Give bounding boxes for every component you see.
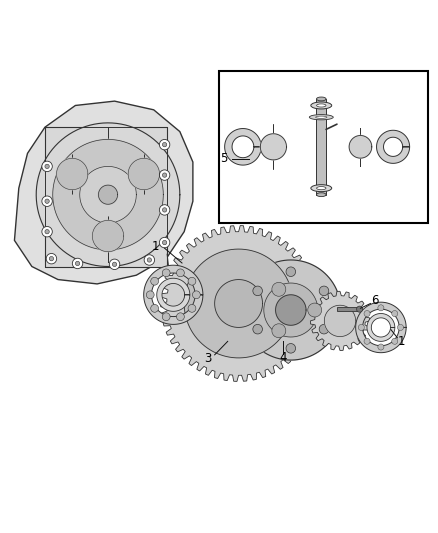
Circle shape <box>42 161 52 172</box>
Circle shape <box>357 306 363 312</box>
Circle shape <box>358 325 364 330</box>
Ellipse shape <box>317 193 326 197</box>
Circle shape <box>147 258 152 262</box>
Circle shape <box>159 205 170 215</box>
Circle shape <box>188 304 196 312</box>
Polygon shape <box>144 265 203 325</box>
Polygon shape <box>225 128 261 165</box>
Polygon shape <box>80 166 136 223</box>
Circle shape <box>159 237 170 248</box>
Bar <box>219 71 428 223</box>
Circle shape <box>49 256 53 261</box>
Circle shape <box>42 196 52 206</box>
Circle shape <box>162 269 170 277</box>
Polygon shape <box>53 140 163 250</box>
Circle shape <box>75 261 80 265</box>
Circle shape <box>378 305 384 311</box>
Text: 4: 4 <box>279 351 287 365</box>
Polygon shape <box>184 249 293 358</box>
Circle shape <box>151 304 159 312</box>
Ellipse shape <box>316 116 327 118</box>
Ellipse shape <box>311 184 332 192</box>
Text: 6: 6 <box>371 294 378 307</box>
Polygon shape <box>260 134 286 160</box>
Polygon shape <box>14 101 193 284</box>
Polygon shape <box>324 305 356 336</box>
Circle shape <box>192 291 200 298</box>
Bar <box>317 99 326 195</box>
Circle shape <box>253 325 262 334</box>
Circle shape <box>45 199 49 204</box>
Text: 1: 1 <box>152 240 159 253</box>
Ellipse shape <box>317 104 326 107</box>
Circle shape <box>42 227 52 237</box>
Circle shape <box>286 267 296 277</box>
Circle shape <box>364 311 370 317</box>
Circle shape <box>146 291 154 298</box>
Polygon shape <box>36 123 180 266</box>
Polygon shape <box>241 260 341 360</box>
Text: 3: 3 <box>205 352 212 365</box>
Circle shape <box>397 325 403 330</box>
Circle shape <box>110 259 120 270</box>
Polygon shape <box>57 158 88 190</box>
Circle shape <box>188 277 196 285</box>
Circle shape <box>392 311 398 317</box>
Polygon shape <box>264 283 318 337</box>
Polygon shape <box>367 313 395 341</box>
Circle shape <box>392 338 398 344</box>
Circle shape <box>46 254 57 264</box>
Circle shape <box>272 324 286 338</box>
Polygon shape <box>349 135 372 158</box>
Circle shape <box>72 258 83 269</box>
Polygon shape <box>276 295 306 325</box>
Circle shape <box>272 282 286 296</box>
Circle shape <box>162 173 167 177</box>
Circle shape <box>364 338 370 344</box>
Polygon shape <box>157 278 190 311</box>
Circle shape <box>177 269 184 277</box>
Ellipse shape <box>309 115 333 120</box>
Polygon shape <box>377 130 410 163</box>
Circle shape <box>253 286 262 296</box>
Circle shape <box>378 344 384 350</box>
Text: 1: 1 <box>398 335 406 348</box>
Circle shape <box>144 255 155 265</box>
Circle shape <box>162 313 170 321</box>
Circle shape <box>151 277 159 285</box>
Circle shape <box>45 230 49 234</box>
Text: 5: 5 <box>221 152 228 165</box>
Circle shape <box>159 140 170 150</box>
Polygon shape <box>161 225 317 382</box>
Polygon shape <box>336 308 358 311</box>
Polygon shape <box>92 220 124 252</box>
Circle shape <box>162 208 167 212</box>
Polygon shape <box>128 158 159 190</box>
Polygon shape <box>99 185 117 204</box>
Circle shape <box>162 142 167 147</box>
Circle shape <box>159 170 170 180</box>
Circle shape <box>45 164 49 168</box>
Polygon shape <box>311 292 370 351</box>
Polygon shape <box>356 302 406 353</box>
Circle shape <box>308 303 322 317</box>
Circle shape <box>177 313 184 321</box>
Ellipse shape <box>311 102 332 109</box>
Circle shape <box>162 240 167 245</box>
Ellipse shape <box>317 97 326 101</box>
Circle shape <box>319 325 329 334</box>
Circle shape <box>319 286 329 296</box>
Ellipse shape <box>317 187 326 190</box>
Circle shape <box>113 262 117 266</box>
Polygon shape <box>215 279 262 327</box>
Polygon shape <box>45 127 167 266</box>
Circle shape <box>286 344 296 353</box>
